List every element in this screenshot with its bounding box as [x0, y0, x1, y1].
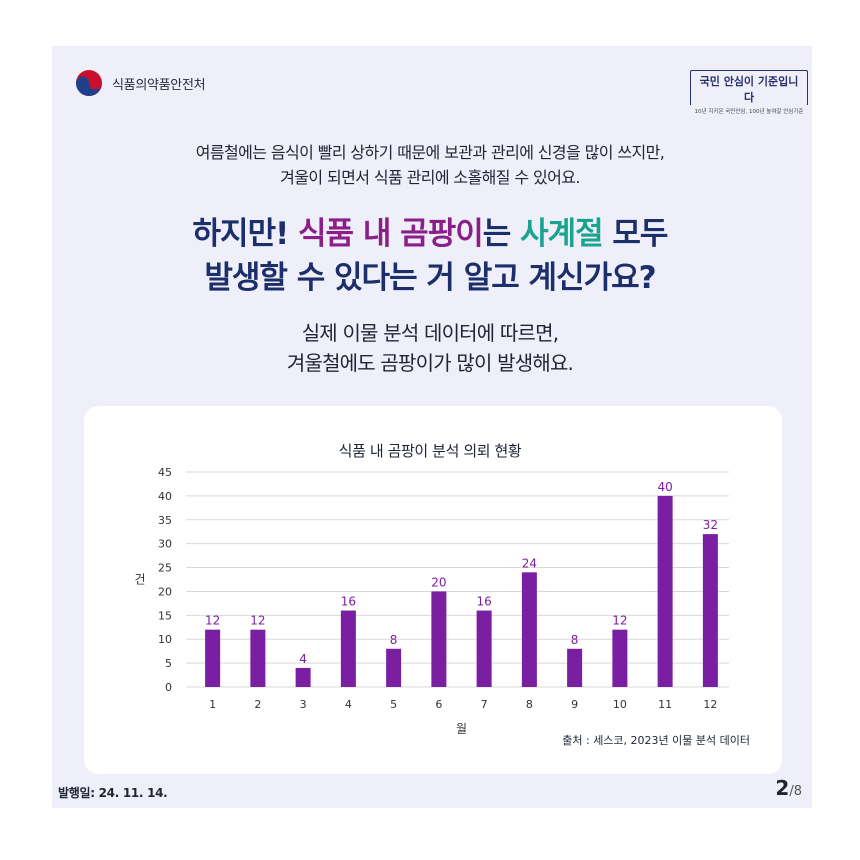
data-label: 24	[522, 556, 537, 570]
data-label: 12	[205, 614, 220, 628]
x-tick-label: 4	[345, 698, 352, 711]
intro-line-1: 여름철에는 음식이 빨리 상하기 때문에 보관과 관리에 신경을 많이 쓰지만,	[195, 143, 665, 162]
y-tick-label: 10	[158, 633, 172, 646]
data-label: 4	[299, 652, 307, 666]
bar	[702, 534, 718, 687]
slogan-sub: 10년 지키온 국민안심, 100년 높여갈 안심기준	[694, 109, 804, 115]
y-tick-label: 15	[158, 609, 172, 622]
subheading: 실제 이물 분석 데이터에 따르면, 겨울철에도 곰팡이가 많이 발생해요.	[0, 318, 860, 378]
headline-line-1: 하지만! 식품 내 곰팡이는 사계절 모두	[0, 212, 860, 256]
page-total: /8	[789, 784, 802, 799]
headline-part-3: 는	[482, 216, 521, 252]
page-indicator: 2/8	[775, 776, 802, 800]
y-tick-label: 0	[165, 681, 172, 694]
y-tick-label: 35	[158, 514, 172, 527]
data-label: 16	[341, 595, 356, 609]
bar	[612, 629, 628, 687]
bar	[521, 572, 537, 687]
bar	[250, 629, 266, 687]
slogan: 국민 안심이 기준입니다 10년 지키온 국민안심, 100년 높여갈 안심기준	[690, 70, 808, 115]
taegeuk-logo-icon	[76, 70, 102, 96]
intro-line-2: 겨울이 되면서 식품 관리에 소홀해질 수 있어요.	[280, 168, 580, 187]
headline-highlight-seasons: 사계절	[520, 216, 604, 252]
y-tick-label: 45	[158, 466, 172, 479]
x-tick-label: 5	[390, 698, 397, 711]
publish-date: 발행일: 24. 11. 14.	[58, 786, 168, 800]
source-note: 출처 : 세스코, 2023년 이물 분석 데이터	[562, 734, 750, 747]
headline: 하지만! 식품 내 곰팡이는 사계절 모두 발생할 수 있다는 거 알고 계신가…	[0, 212, 860, 300]
headline-line-2: 발생할 수 있다는 거 알고 계신가요?	[204, 260, 656, 296]
headline-highlight-mold: 식품 내 곰팡이	[298, 216, 484, 252]
org-name: 식품의약품안전처	[112, 77, 206, 93]
headline-part-1: 하지만!	[192, 216, 299, 252]
x-axis-label: 월	[456, 722, 467, 736]
bar	[431, 591, 447, 687]
x-tick-label: 10	[613, 698, 627, 711]
data-label: 16	[476, 595, 491, 609]
data-label: 20	[431, 575, 446, 589]
subheading-line-1: 실제 이물 분석 데이터에 따르면,	[301, 321, 559, 345]
x-tick-label: 12	[703, 698, 717, 711]
bar	[340, 610, 356, 687]
data-label: 32	[703, 518, 718, 532]
y-tick-label: 20	[158, 585, 172, 598]
x-tick-label: 1	[209, 698, 216, 711]
bar	[386, 648, 402, 687]
x-tick-label: 11	[658, 698, 672, 711]
bar	[657, 495, 673, 687]
data-label: 8	[390, 633, 398, 647]
x-tick-label: 8	[526, 698, 533, 711]
y-axis-label: 건	[134, 573, 145, 587]
y-tick-label: 25	[158, 562, 172, 575]
data-label: 40	[657, 480, 672, 494]
data-label: 12	[612, 614, 627, 628]
bar	[476, 610, 492, 687]
y-tick-label: 30	[158, 538, 172, 551]
slogan-main: 국민 안심이 기준입니다	[690, 70, 808, 105]
chart-title: 식품 내 곰팡이 분석 의뢰 현황	[338, 442, 522, 460]
x-tick-label: 3	[300, 698, 307, 711]
intro-text: 여름철에는 음식이 빨리 상하기 때문에 보관과 관리에 신경을 많이 쓰지만,…	[0, 140, 860, 190]
bar	[295, 667, 311, 687]
y-tick-label: 40	[158, 490, 172, 503]
data-label: 8	[571, 633, 579, 647]
x-tick-label: 7	[481, 698, 488, 711]
x-tick-label: 2	[254, 698, 261, 711]
x-tick-label: 9	[571, 698, 578, 711]
headline-part-5: 모두	[602, 216, 668, 252]
bar	[205, 629, 221, 687]
bar	[567, 648, 583, 687]
subheading-line-2: 겨울철에도 곰팡이가 많이 발생해요.	[286, 351, 574, 375]
page-current: 2	[775, 776, 790, 800]
org-logo: 식품의약품안전처	[74, 68, 206, 98]
y-tick-label: 5	[165, 657, 172, 670]
bar-chart: 051015202530354045건121122431648520616724…	[134, 466, 729, 736]
x-tick-label: 6	[435, 698, 442, 711]
data-label: 12	[250, 614, 265, 628]
